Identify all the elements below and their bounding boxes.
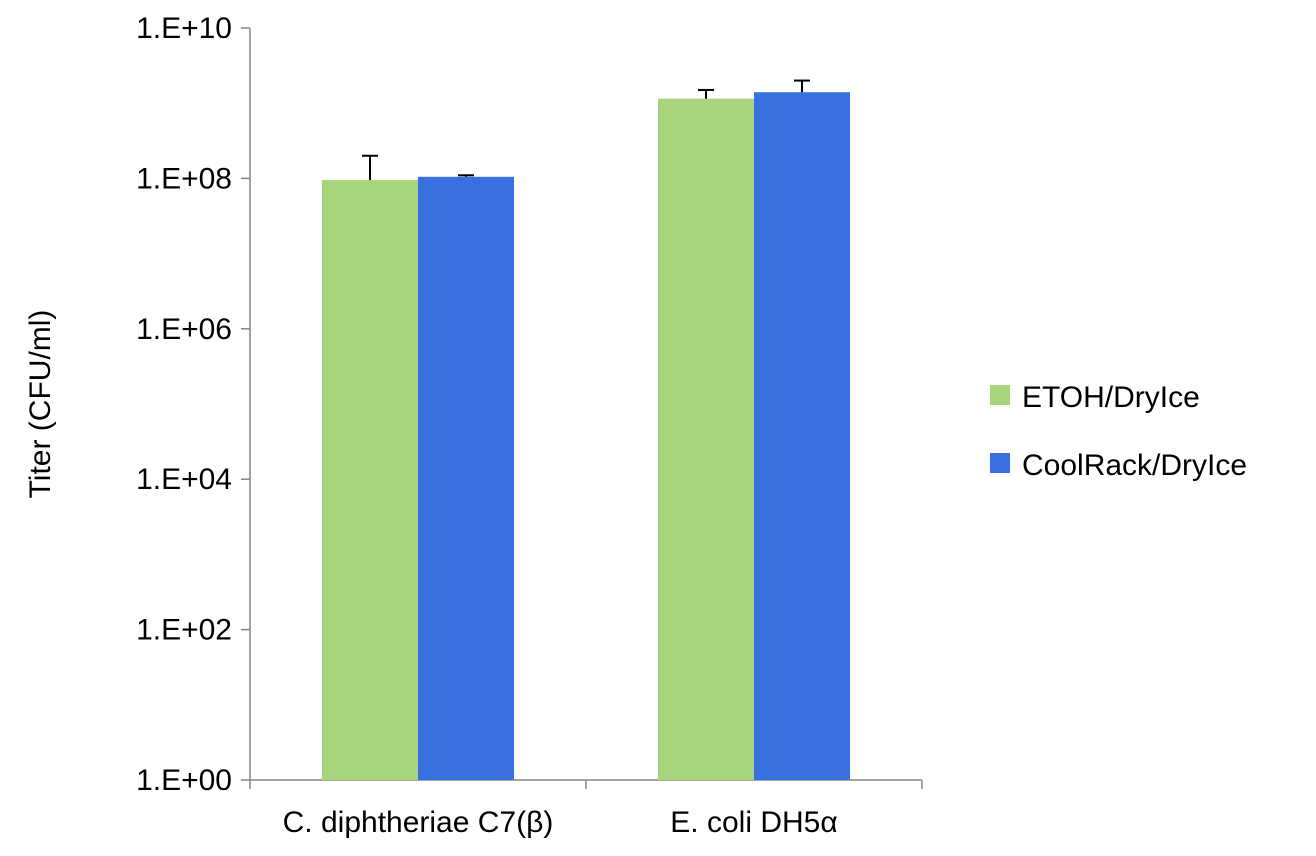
y-tick-label: 1.E+10 xyxy=(136,12,232,45)
legend-label: CoolRack/DryIce xyxy=(1022,449,1247,482)
y-tick-label: 1.E+00 xyxy=(136,764,232,797)
legend: ETOH/DryIce CoolRack/DryIce xyxy=(990,381,1247,482)
y-tick-label: 1.E+08 xyxy=(136,162,232,195)
y-tick-label: 1.E+02 xyxy=(136,614,232,647)
bars-layer xyxy=(322,92,850,781)
x-category-label: E. coli DH5α xyxy=(670,806,837,839)
bar xyxy=(418,176,514,780)
x-category-label: C. diphtheriae C7(β) xyxy=(283,806,554,839)
y-tick-label: 1.E+04 xyxy=(136,463,232,496)
legend-swatch xyxy=(990,453,1010,473)
error-bars-layer xyxy=(362,79,810,181)
bar xyxy=(754,92,850,780)
legend-swatch xyxy=(990,385,1010,405)
labels-layer: 1.E+00 1.E+02 1.E+04 1.E+06 1.E+08 1.E+10 C. d… xyxy=(24,12,838,839)
bar xyxy=(322,180,418,780)
legend-label: ETOH/DryIce xyxy=(1022,381,1200,414)
y-axis-title: Titer (CFU/ml) xyxy=(24,310,57,499)
bar xyxy=(658,98,754,781)
y-tick-label: 1.E+06 xyxy=(136,313,232,346)
